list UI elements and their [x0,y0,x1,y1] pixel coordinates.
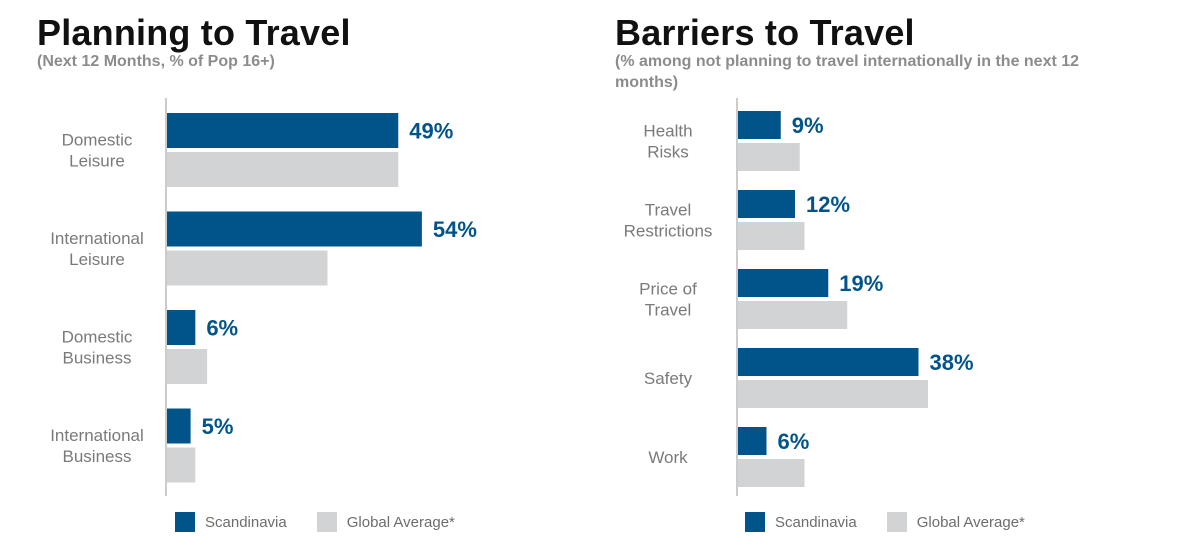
legend-swatch-global-average [316,512,337,532]
bar-global-average [167,250,328,286]
bar-scandinavia [738,427,767,455]
legend-item-scandinavia: Scandinavia [745,512,857,532]
bar-scandinavia [167,408,191,444]
barriers-chart-legend: Scandinavia Global Average* [745,512,1055,532]
barriers-chart-title: Barriers to Travel [615,12,915,53]
legend-item-scandinavia: Scandinavia [175,512,287,532]
category-label: Risks [647,143,689,162]
category-label: Leisure [69,152,125,171]
bar-scandinavia [738,111,781,139]
planning-chart-plot: 49% Domestic Leisure 54% International Leisur… [50,98,477,496]
legend-item-global-average: Global Average* [886,512,1025,532]
legend-swatch-scandinavia [745,512,765,532]
planning-chart-panel: Planning to Travel (Next 12 Months, % of… [37,12,485,532]
barriers-chart-panel: Barriers to Travel (% among not planning… [600,0,1200,546]
bar-scandinavia [167,211,422,247]
category-label: International [50,229,144,248]
value-label: 5% [202,414,234,439]
bar-scandinavia [738,190,795,218]
category-label: Domestic [62,131,133,150]
legend-swatch-scandinavia [175,512,195,532]
category-label: Business [63,447,132,466]
value-label: 49% [409,119,453,144]
legend-label-global-average: Global Average* [916,513,1025,531]
category-label: Safety [644,369,693,388]
bar-scandinavia [167,310,196,345]
value-label: 9% [792,113,824,138]
bar-scandinavia [167,113,399,148]
planning-chart-title: Planning to Travel [37,12,351,53]
planning-chart-legend: Scandinavia Global Average* [175,512,485,532]
category-label: Health [643,122,692,141]
category-label: Travel [645,201,692,220]
bar-global-average [167,447,196,483]
legend-label-global-average: Global Average* [346,513,455,531]
bar-global-average [738,143,800,171]
legend-swatch-global-average [886,512,907,532]
value-label: 6% [778,429,810,454]
category-label: International [50,426,144,445]
bar-global-average [738,222,805,250]
value-label: 6% [206,316,238,341]
legend-label-scandinavia: Scandinavia [775,513,857,531]
bar-global-average [167,349,208,384]
category-label: Work [648,448,688,467]
planning-chart-subtitle: (Next 12 Months, % of Pop 16+) [37,53,275,70]
value-label: 54% [433,217,477,242]
bar-global-average [738,459,805,487]
value-label: 19% [839,271,883,296]
category-label: Business [63,349,132,368]
legend-label-scandinavia: Scandinavia [205,513,287,531]
category-label: Price of [639,280,697,299]
bar-scandinavia [738,348,919,376]
barriers-chart-plot: 9% Health Risks 12% Travel Restrictions 19% Pri… [624,98,974,496]
bar-global-average [738,380,928,408]
bar-scandinavia [738,269,829,297]
bar-global-average [167,152,399,187]
value-label: 12% [806,192,850,217]
value-label: 38% [930,350,974,375]
category-label: Domestic [62,328,133,347]
category-label: Leisure [69,250,125,269]
category-label: Travel [645,301,692,320]
legend-item-global-average: Global Average* [316,512,455,532]
bar-global-average [738,301,848,329]
barriers-chart-subtitle: (% among not planning to travel internat… [615,53,1080,91]
category-label: Restrictions [624,222,713,241]
